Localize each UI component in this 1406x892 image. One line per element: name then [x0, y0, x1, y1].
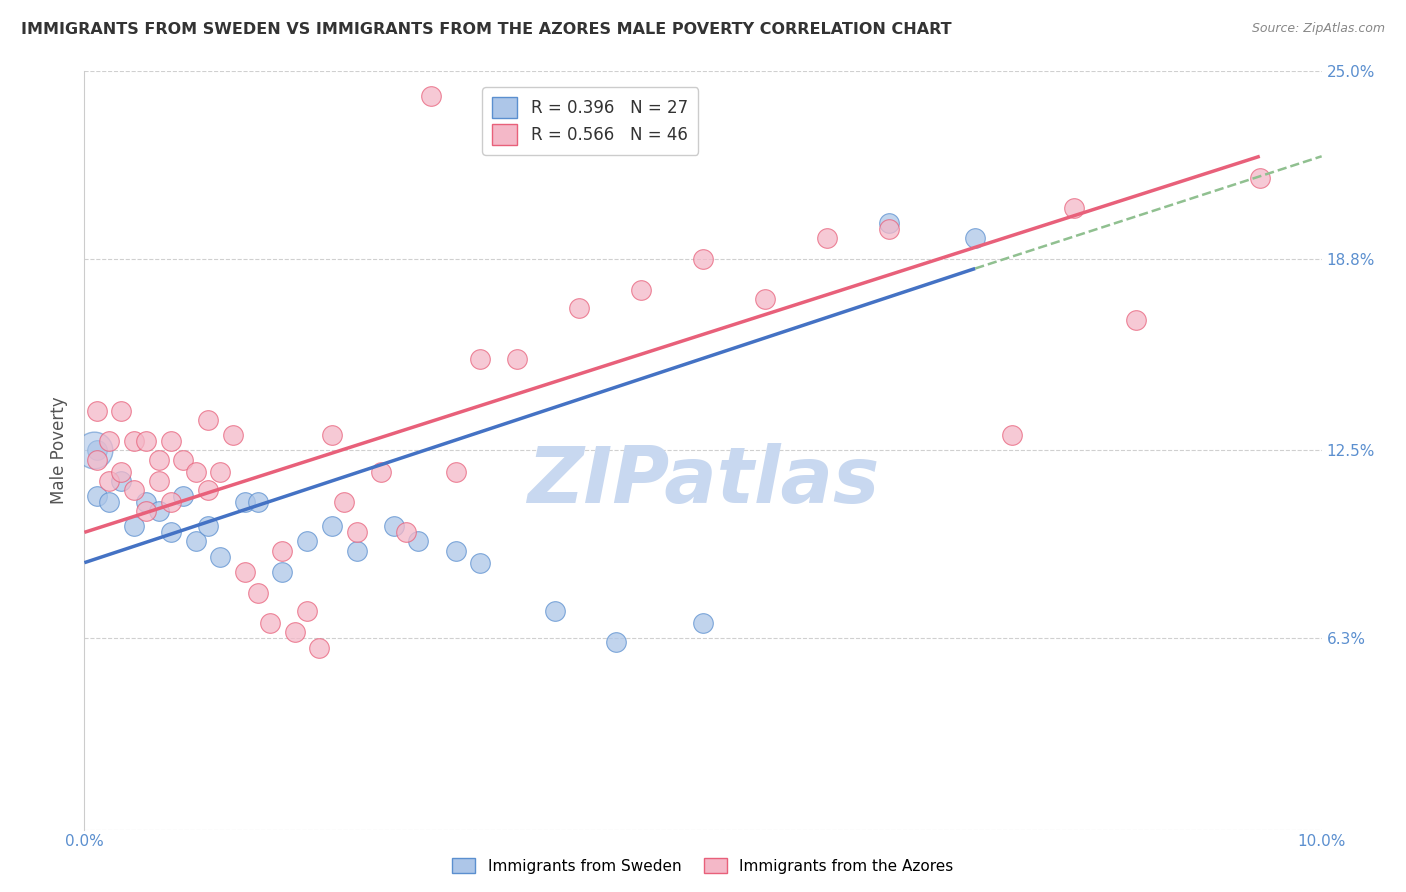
Text: Source: ZipAtlas.com: Source: ZipAtlas.com [1251, 22, 1385, 36]
Point [271, 565, 294, 579]
Point [444, 543, 467, 558]
Point [122, 483, 145, 497]
Point [148, 452, 170, 467]
Point [110, 474, 132, 488]
Point [444, 465, 467, 479]
Point [222, 428, 245, 442]
Point [98, 474, 121, 488]
Point [259, 616, 281, 631]
Point [506, 352, 529, 367]
Point [877, 222, 900, 236]
Point [184, 534, 207, 549]
Point [160, 495, 183, 509]
Point [333, 495, 356, 509]
Point [172, 452, 194, 467]
Text: ZIPatlas: ZIPatlas [527, 442, 879, 519]
Point [321, 519, 343, 533]
Point [877, 216, 900, 230]
Point [295, 604, 318, 618]
Point [86, 443, 108, 458]
Point [815, 231, 838, 245]
Point [308, 640, 330, 655]
Point [754, 292, 776, 306]
Point [135, 495, 157, 509]
Point [86, 489, 108, 503]
Point [209, 549, 232, 564]
Point [86, 452, 108, 467]
Point [160, 525, 183, 540]
Point [692, 616, 714, 631]
Point [148, 474, 170, 488]
Point [568, 301, 591, 315]
Point [184, 465, 207, 479]
Point [98, 434, 121, 449]
Point [98, 495, 121, 509]
Point [172, 489, 194, 503]
Point [295, 534, 318, 549]
Text: IMMIGRANTS FROM SWEDEN VS IMMIGRANTS FROM THE AZORES MALE POVERTY CORRELATION CH: IMMIGRANTS FROM SWEDEN VS IMMIGRANTS FRO… [21, 22, 952, 37]
Point [470, 352, 492, 367]
Point [110, 404, 132, 418]
Point [1063, 201, 1085, 215]
Point [233, 495, 256, 509]
Point [148, 504, 170, 518]
Point [1249, 170, 1271, 185]
Point [83, 443, 105, 458]
Point [395, 525, 418, 540]
Point [321, 428, 343, 442]
Point [110, 465, 132, 479]
Point [382, 519, 405, 533]
Point [630, 283, 652, 297]
Point [408, 534, 430, 549]
Legend: R = 0.396   N = 27, R = 0.566   N = 46: R = 0.396 N = 27, R = 0.566 N = 46 [482, 87, 697, 154]
Point [86, 404, 108, 418]
Legend: Immigrants from Sweden, Immigrants from the Azores: Immigrants from Sweden, Immigrants from … [446, 852, 960, 880]
Point [605, 634, 627, 648]
Point [197, 519, 219, 533]
Point [1125, 313, 1147, 327]
Point [209, 465, 232, 479]
Point [135, 434, 157, 449]
Point [246, 586, 269, 600]
Point [246, 495, 269, 509]
Y-axis label: Male Poverty: Male Poverty [51, 397, 69, 504]
Point [233, 565, 256, 579]
Point [160, 434, 183, 449]
Point [122, 434, 145, 449]
Point [197, 413, 219, 427]
Point [470, 556, 492, 570]
Point [692, 252, 714, 267]
Point [370, 465, 392, 479]
Point [965, 231, 987, 245]
Point [1001, 428, 1024, 442]
Point [543, 604, 565, 618]
Point [346, 543, 368, 558]
Point [197, 483, 219, 497]
Point [419, 88, 441, 103]
Point [346, 525, 368, 540]
Point [135, 504, 157, 518]
Point [284, 625, 307, 640]
Point [122, 519, 145, 533]
Point [271, 543, 294, 558]
